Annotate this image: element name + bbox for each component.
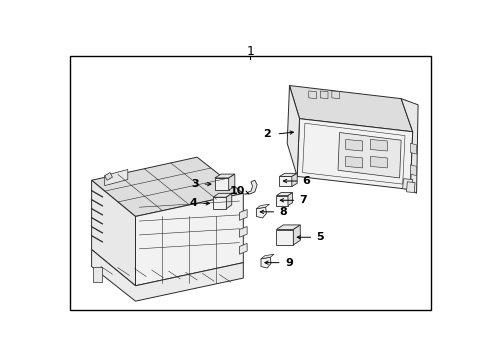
Polygon shape	[104, 170, 127, 186]
Text: 1: 1	[246, 45, 254, 58]
Polygon shape	[293, 225, 300, 245]
Polygon shape	[409, 143, 416, 154]
Polygon shape	[291, 173, 297, 186]
Text: 7: 7	[299, 195, 306, 205]
Polygon shape	[320, 91, 327, 99]
Polygon shape	[135, 193, 243, 286]
Polygon shape	[276, 230, 293, 245]
Text: 9: 9	[285, 258, 292, 267]
Polygon shape	[239, 210, 246, 220]
Polygon shape	[286, 86, 299, 176]
Polygon shape	[261, 254, 274, 259]
Polygon shape	[345, 139, 362, 151]
Polygon shape	[402, 179, 412, 189]
Polygon shape	[369, 156, 386, 168]
Text: 3: 3	[191, 179, 199, 189]
Text: 6: 6	[302, 176, 310, 186]
Polygon shape	[409, 165, 416, 176]
Polygon shape	[213, 197, 226, 209]
Polygon shape	[276, 193, 292, 195]
Polygon shape	[369, 139, 386, 151]
Polygon shape	[246, 180, 257, 194]
Polygon shape	[256, 204, 269, 209]
Polygon shape	[279, 176, 291, 186]
Text: 8: 8	[279, 207, 286, 217]
Polygon shape	[213, 193, 231, 197]
Text: 4: 4	[190, 198, 198, 208]
Polygon shape	[256, 207, 266, 218]
Polygon shape	[331, 91, 339, 99]
Polygon shape	[276, 195, 287, 206]
Polygon shape	[91, 157, 243, 216]
Polygon shape	[226, 193, 231, 209]
Polygon shape	[279, 173, 297, 176]
Polygon shape	[289, 86, 412, 132]
Polygon shape	[261, 257, 270, 268]
Polygon shape	[345, 156, 362, 168]
Polygon shape	[287, 193, 292, 206]
Polygon shape	[308, 91, 316, 99]
Text: 10: 10	[229, 186, 244, 196]
Polygon shape	[239, 226, 246, 237]
Polygon shape	[104, 172, 112, 180]
Polygon shape	[214, 174, 234, 178]
Polygon shape	[400, 99, 417, 193]
Polygon shape	[91, 249, 243, 301]
Polygon shape	[276, 225, 300, 230]
Polygon shape	[214, 178, 228, 190]
Text: 5: 5	[316, 232, 324, 242]
Text: 2: 2	[263, 129, 270, 139]
Polygon shape	[406, 182, 414, 193]
Polygon shape	[337, 132, 400, 178]
Polygon shape	[239, 243, 246, 254]
Polygon shape	[91, 180, 135, 286]
Polygon shape	[228, 174, 234, 190]
Polygon shape	[93, 266, 102, 282]
Polygon shape	[297, 119, 412, 189]
